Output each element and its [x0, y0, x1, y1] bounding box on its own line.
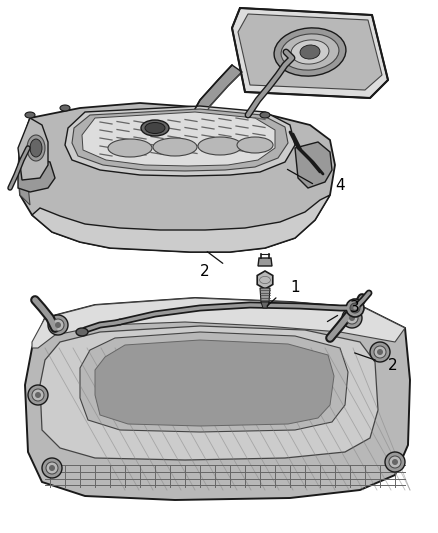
Ellipse shape [60, 105, 70, 111]
Ellipse shape [237, 137, 273, 153]
Polygon shape [25, 298, 410, 500]
Ellipse shape [76, 328, 88, 336]
Ellipse shape [25, 112, 35, 118]
Circle shape [55, 322, 61, 328]
Polygon shape [258, 258, 272, 266]
Polygon shape [18, 103, 335, 252]
Circle shape [49, 465, 55, 471]
Circle shape [389, 456, 401, 468]
Circle shape [349, 315, 355, 321]
Circle shape [46, 462, 58, 474]
Ellipse shape [260, 112, 270, 118]
Polygon shape [72, 109, 288, 171]
Circle shape [342, 308, 362, 328]
Polygon shape [18, 118, 48, 180]
Polygon shape [238, 14, 382, 90]
Circle shape [48, 315, 68, 335]
Polygon shape [18, 158, 55, 192]
Ellipse shape [291, 40, 329, 64]
Polygon shape [95, 340, 334, 426]
Ellipse shape [274, 28, 346, 76]
Ellipse shape [145, 123, 165, 133]
Polygon shape [80, 332, 348, 432]
Ellipse shape [281, 34, 339, 70]
Text: 2: 2 [388, 358, 398, 373]
Polygon shape [188, 65, 242, 132]
Circle shape [374, 346, 386, 358]
Circle shape [346, 312, 358, 324]
Polygon shape [295, 142, 332, 188]
Circle shape [370, 342, 390, 362]
Ellipse shape [198, 137, 242, 155]
Text: 4: 4 [335, 177, 345, 192]
Circle shape [377, 349, 383, 355]
Circle shape [42, 458, 62, 478]
Text: 3: 3 [350, 301, 360, 316]
Ellipse shape [30, 139, 42, 157]
Text: 2: 2 [200, 264, 210, 279]
Text: 1: 1 [290, 280, 300, 295]
Polygon shape [32, 195, 330, 252]
Circle shape [52, 319, 64, 331]
Ellipse shape [300, 45, 320, 59]
Circle shape [32, 389, 44, 401]
Polygon shape [257, 271, 273, 289]
Polygon shape [40, 326, 378, 460]
Ellipse shape [153, 138, 197, 156]
Ellipse shape [108, 139, 152, 157]
Polygon shape [32, 298, 405, 348]
Circle shape [346, 299, 364, 317]
Circle shape [385, 452, 405, 472]
Ellipse shape [27, 135, 45, 161]
Circle shape [392, 459, 398, 465]
Circle shape [350, 303, 360, 313]
Polygon shape [82, 112, 275, 166]
Polygon shape [18, 118, 32, 205]
Polygon shape [232, 8, 388, 98]
Polygon shape [260, 288, 270, 302]
Polygon shape [65, 106, 295, 176]
Ellipse shape [141, 120, 169, 136]
Circle shape [28, 385, 48, 405]
Polygon shape [261, 302, 269, 308]
Circle shape [35, 392, 41, 398]
